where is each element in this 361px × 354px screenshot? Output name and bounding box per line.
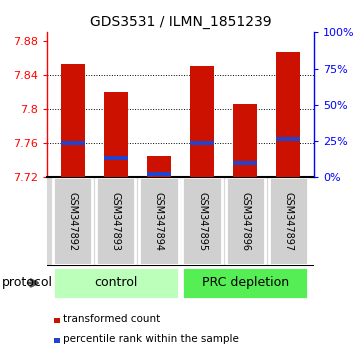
Bar: [226, 177, 265, 266]
Bar: [139, 177, 179, 266]
Bar: [277, 137, 300, 141]
Text: GSM347897: GSM347897: [283, 192, 293, 251]
Bar: [277, 52, 300, 177]
Bar: [61, 142, 84, 145]
Bar: [182, 267, 308, 299]
Text: GSM347894: GSM347894: [154, 192, 164, 251]
Bar: [190, 142, 214, 145]
Text: control: control: [94, 276, 138, 290]
Text: GSM347893: GSM347893: [111, 192, 121, 251]
Text: percentile rank within the sample: percentile rank within the sample: [63, 335, 239, 344]
Text: protocol: protocol: [2, 276, 53, 290]
Bar: [104, 156, 128, 160]
Bar: [233, 161, 257, 165]
Bar: [233, 104, 257, 177]
Text: GSM347892: GSM347892: [68, 192, 78, 251]
Text: GSM347896: GSM347896: [240, 192, 250, 251]
Text: GSM347895: GSM347895: [197, 192, 207, 251]
Bar: [147, 156, 171, 177]
Bar: [53, 267, 179, 299]
Text: transformed count: transformed count: [63, 314, 160, 325]
Bar: [61, 64, 84, 177]
Title: GDS3531 / ILMN_1851239: GDS3531 / ILMN_1851239: [90, 15, 271, 29]
Bar: [190, 66, 214, 177]
Bar: [96, 177, 135, 266]
Bar: [147, 172, 171, 176]
Bar: [53, 177, 92, 266]
Bar: [182, 177, 222, 266]
Bar: [104, 92, 128, 177]
Bar: [269, 177, 308, 266]
Text: PRC depletion: PRC depletion: [201, 276, 289, 290]
